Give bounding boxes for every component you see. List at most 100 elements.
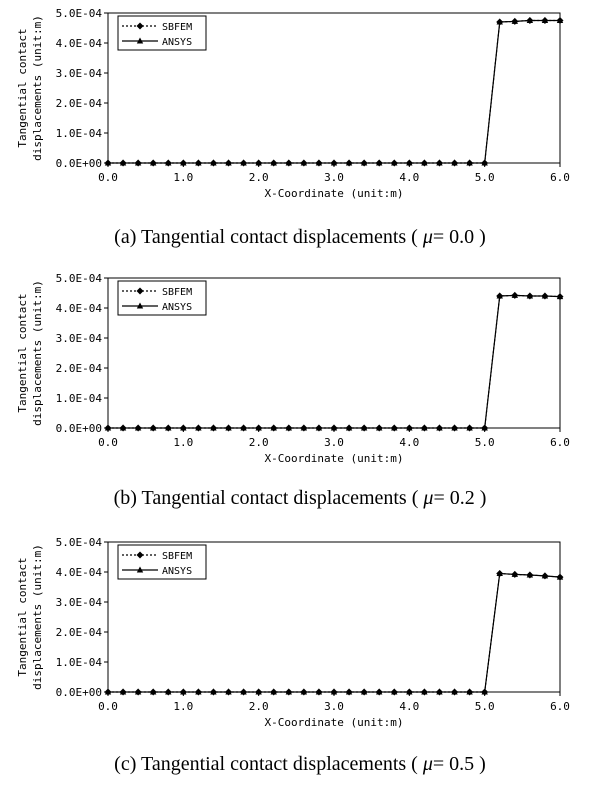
caption-c-suffix: = 0.5 ) bbox=[432, 753, 486, 775]
y-tick-label-a-2: 2.0E-04 bbox=[56, 97, 103, 110]
y-tick-label-c-1: 1.0E-04 bbox=[56, 656, 103, 669]
marker-a-ansys-14 bbox=[315, 159, 323, 166]
marker-b-ansys-19 bbox=[391, 424, 398, 431]
marker-c-ansys-21 bbox=[421, 688, 428, 695]
legend-label-b-sbfem: SBFEM bbox=[162, 287, 192, 298]
marker-c-ansys-23 bbox=[451, 688, 458, 695]
legend-marker-b-sbfem bbox=[136, 287, 144, 295]
caption-a: (a) Tangential contact displacements ( μ… bbox=[0, 226, 600, 249]
marker-a-ansys-30 bbox=[556, 17, 564, 23]
marker-a-ansys-27 bbox=[511, 17, 518, 24]
marker-b-ansys-18 bbox=[376, 424, 383, 431]
y-tick-label-b-5: 5.0E-04 bbox=[56, 272, 103, 285]
marker-a-ansys-2 bbox=[134, 159, 142, 166]
marker-c-ansys-9 bbox=[240, 688, 247, 695]
marker-c-ansys-3 bbox=[150, 688, 157, 695]
marker-b-ansys-22 bbox=[436, 424, 443, 431]
y-axis-title-line-b-1: displacements (unit:m) bbox=[31, 280, 44, 426]
marker-a-ansys-16 bbox=[345, 159, 353, 166]
marker-b-ansys-8 bbox=[225, 424, 232, 431]
marker-a-ansys-23 bbox=[451, 159, 458, 166]
marker-c-ansys-19 bbox=[391, 688, 398, 695]
marker-c-ansys-16 bbox=[345, 688, 353, 695]
marker-c-ansys-1 bbox=[119, 688, 127, 695]
caption-b-symbol: μ bbox=[423, 487, 434, 509]
marker-a-ansys-26 bbox=[496, 18, 503, 25]
caption-b-suffix: = 0.2 ) bbox=[433, 487, 487, 509]
marker-c-ansys-26 bbox=[496, 570, 503, 576]
y-tick-label-b-0: 0.0E+00 bbox=[56, 422, 102, 435]
y-tick-label-b-1: 1.0E-04 bbox=[56, 392, 103, 405]
marker-a-ansys-8 bbox=[225, 159, 232, 166]
y-tick-label-c-5: 5.0E-04 bbox=[56, 536, 103, 549]
x-tick-label-b-5: 5.0 bbox=[475, 436, 495, 449]
y-tick-label-c-3: 3.0E-04 bbox=[56, 596, 103, 609]
marker-b-ansys-10 bbox=[255, 424, 262, 431]
x-axis-title-b: X-Coordinate (unit:m) bbox=[264, 452, 403, 465]
marker-c-ansys-6 bbox=[195, 688, 202, 695]
marker-c-ansys-27 bbox=[511, 570, 518, 577]
legend-label-c-sbfem: SBFEM bbox=[162, 551, 192, 562]
caption-b: (b) Tangential contact displacements ( μ… bbox=[0, 487, 600, 510]
y-axis-title-line-b-0: Tangential contact bbox=[16, 293, 29, 412]
y-tick-label-b-2: 2.0E-04 bbox=[56, 362, 103, 375]
marker-a-ansys-22 bbox=[436, 159, 443, 166]
marker-c-ansys-14 bbox=[315, 688, 323, 695]
legend-marker-a-sbfem bbox=[136, 22, 144, 30]
y-axis-title-line-a-1: displacements (unit:m) bbox=[31, 15, 44, 161]
marker-c-ansys-12 bbox=[285, 688, 292, 695]
marker-a-ansys-15 bbox=[330, 159, 338, 166]
marker-c-ansys-17 bbox=[360, 688, 368, 695]
y-tick-label-c-4: 4.0E-04 bbox=[56, 566, 103, 579]
legend-box-c bbox=[117, 544, 207, 580]
marker-b-ansys-23 bbox=[451, 424, 458, 431]
marker-b-ansys-29 bbox=[541, 292, 549, 299]
legend-marker-a-ansys bbox=[136, 37, 144, 44]
marker-c-ansys-8 bbox=[225, 688, 232, 695]
caption-b-prefix: (b) Tangential contact displacements ( bbox=[113, 487, 424, 509]
marker-b-ansys-15 bbox=[330, 424, 338, 431]
y-tick-label-c-2: 2.0E-04 bbox=[56, 626, 103, 639]
marker-b-ansys-26 bbox=[496, 292, 503, 299]
marker-a-ansys-6 bbox=[195, 159, 202, 166]
x-tick-label-a-4: 4.0 bbox=[399, 171, 419, 184]
marker-c-ansys-5 bbox=[180, 688, 187, 695]
x-axis-title-c: X-Coordinate (unit:m) bbox=[264, 716, 403, 729]
marker-a-ansys-11 bbox=[270, 159, 277, 166]
marker-a-ansys-28 bbox=[526, 17, 534, 23]
marker-a-ansys-3 bbox=[150, 159, 157, 166]
y-tick-label-b-3: 3.0E-04 bbox=[56, 332, 103, 345]
caption-c-prefix: (c) Tangential contact displacements ( bbox=[114, 753, 423, 775]
legend-marker-c-sbfem bbox=[136, 551, 144, 559]
x-tick-label-c-2: 2.0 bbox=[249, 700, 269, 713]
legend-marker-b-ansys bbox=[136, 302, 144, 309]
caption-a-prefix: (a) Tangential contact displacements ( bbox=[114, 226, 423, 248]
marker-b-ansys-7 bbox=[210, 424, 217, 431]
marker-a-ansys-17 bbox=[360, 159, 368, 166]
marker-b-ansys-16 bbox=[345, 424, 353, 431]
marker-c-ansys-7 bbox=[210, 688, 217, 695]
marker-c-ansys-20 bbox=[406, 688, 413, 695]
marker-a-ansys-21 bbox=[421, 159, 428, 166]
marker-c-ansys-4 bbox=[165, 688, 172, 695]
x-tick-label-b-1: 1.0 bbox=[173, 436, 193, 449]
x-tick-label-c-4: 4.0 bbox=[399, 700, 419, 713]
legend-label-a-sbfem: SBFEM bbox=[162, 22, 192, 33]
chart-a-svg: 0.0E+00 1.0E-04 2.0E-04 3.0E-04 4.0E-04 5.0E-… bbox=[16, 7, 570, 200]
marker-b-ansys-1 bbox=[119, 424, 127, 431]
chart-panel-b: 0.0E+00 1.0E-04 2.0E-04 3.0E-04 4.0E-04 5.0E-… bbox=[0, 265, 600, 527]
x-tick-label-a-3: 3.0 bbox=[324, 171, 344, 184]
marker-b-ansys-4 bbox=[165, 424, 172, 431]
marker-b-ansys-2 bbox=[134, 424, 142, 431]
marker-c-ansys-18 bbox=[376, 688, 383, 695]
marker-c-ansys-25 bbox=[481, 688, 488, 695]
marker-a-ansys-0 bbox=[104, 159, 112, 166]
y-tick-label-a-3: 3.0E-04 bbox=[56, 67, 103, 80]
caption-c: (c) Tangential contact displacements ( μ… bbox=[0, 753, 600, 776]
marker-b-ansys-30 bbox=[556, 293, 564, 300]
y-axis-title-line-a-0: Tangential contact bbox=[16, 28, 29, 147]
legend-box-a bbox=[117, 15, 207, 51]
y-axis-title-line-c-0: Tangential contact bbox=[16, 557, 29, 676]
marker-a-ansys-10 bbox=[255, 159, 262, 166]
marker-a-ansys-24 bbox=[466, 159, 473, 166]
